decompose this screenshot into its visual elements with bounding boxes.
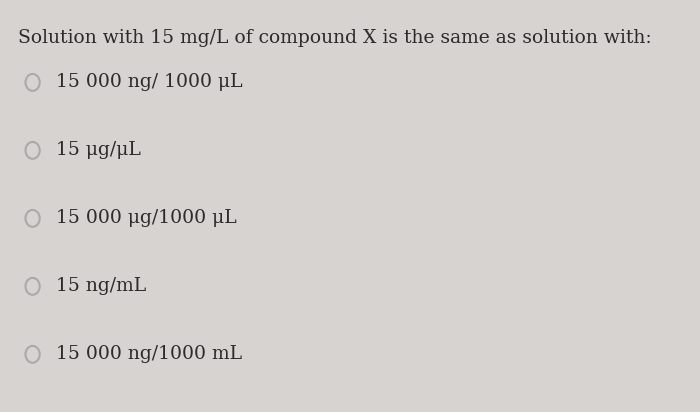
Text: 15 000 μg/1000 μL: 15 000 μg/1000 μL <box>56 209 237 227</box>
Text: Solution with 15 mg/L of compound X is the same as solution with:: Solution with 15 mg/L of compound X is t… <box>18 29 652 47</box>
Text: 15 ng/mL: 15 ng/mL <box>56 277 146 295</box>
Text: 15 000 ng/ 1000 μL: 15 000 ng/ 1000 μL <box>56 73 243 91</box>
Text: 15 μg/μL: 15 μg/μL <box>56 141 141 159</box>
Text: 15 000 ng/1000 mL: 15 000 ng/1000 mL <box>56 345 242 363</box>
